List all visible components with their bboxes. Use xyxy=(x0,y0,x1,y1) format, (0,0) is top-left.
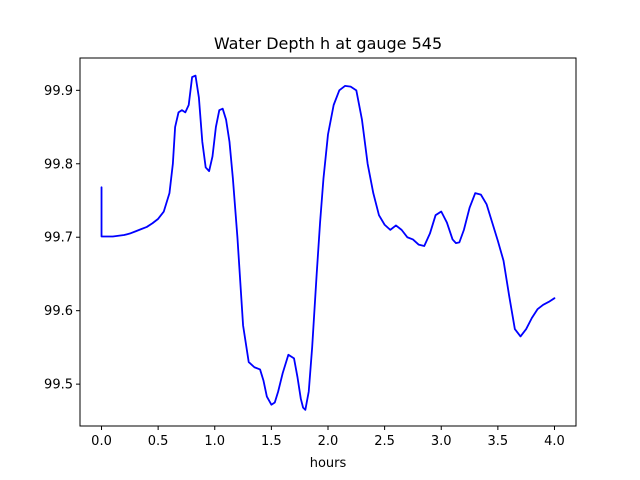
x-tick-label: 4.0 xyxy=(544,434,565,449)
x-tick-label: 2.5 xyxy=(374,434,395,449)
y-axis: 99.5 99.6 99.7 99.8 99.9 xyxy=(44,84,80,393)
y-tick-label: 99.8 xyxy=(44,157,73,172)
y-tick-label: 99.7 xyxy=(44,231,73,246)
x-tick-label: 2.0 xyxy=(318,434,339,449)
x-tick-label: 1.0 xyxy=(204,434,225,449)
x-tick-label: 1.5 xyxy=(261,434,282,449)
x-tick-label: 3.0 xyxy=(431,434,452,449)
x-tick-label: 0.5 xyxy=(148,434,169,449)
chart-title: Water Depth h at gauge 545 xyxy=(214,34,442,53)
x-tick-label: 0.0 xyxy=(91,434,112,449)
x-tick-label: 3.5 xyxy=(488,434,509,449)
y-tick-label: 99.5 xyxy=(44,378,73,393)
series-line-0 xyxy=(100,74,556,411)
x-axis: 0.0 0.5 1.0 1.5 2.0 2.5 3.0 3.5 4.0 xyxy=(91,426,565,449)
x-axis-title: hours xyxy=(310,456,347,471)
y-tick-label: 99.6 xyxy=(44,304,73,319)
y-tick-label: 99.9 xyxy=(44,84,73,99)
plot-area xyxy=(100,74,556,411)
